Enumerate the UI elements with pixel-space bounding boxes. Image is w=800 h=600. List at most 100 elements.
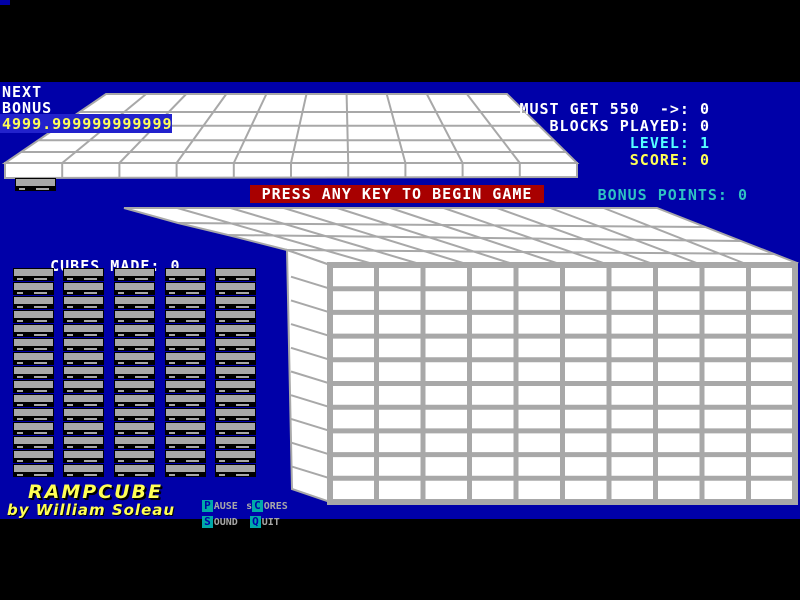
score-line: SCORE: 0 <box>590 135 710 186</box>
brick <box>63 394 104 407</box>
brick <box>215 282 256 295</box>
brick <box>114 282 155 295</box>
game-title: RAMPCUBE <box>28 481 164 503</box>
cube-front-grid-lines <box>330 265 795 502</box>
brick <box>63 282 104 295</box>
brick <box>13 436 54 449</box>
brick <box>63 422 104 435</box>
menu-item-quit[interactable]: Q UIT <box>250 515 280 528</box>
brick <box>13 268 54 281</box>
brick <box>63 338 104 351</box>
brick <box>114 408 155 421</box>
brick <box>114 352 155 365</box>
score-label: SCORE: <box>629 151 690 169</box>
brick <box>215 380 256 393</box>
brick <box>13 352 54 365</box>
brick <box>63 310 104 323</box>
menu-item-pause[interactable]: P AUSE <box>202 499 238 512</box>
brick <box>13 450 54 463</box>
menu-item-sound[interactable]: S OUND <box>202 515 238 528</box>
brick <box>165 380 206 393</box>
brick <box>215 450 256 463</box>
brick <box>114 324 155 337</box>
brick <box>13 296 54 309</box>
brick <box>165 422 206 435</box>
brick <box>63 296 104 309</box>
must-get-label: MUST GET 550 ->: <box>519 100 690 118</box>
brick <box>13 380 54 393</box>
hotkey-s: S <box>202 515 213 528</box>
brick <box>13 422 54 435</box>
brick <box>63 268 104 281</box>
brick <box>114 380 155 393</box>
brick <box>215 366 256 379</box>
brick <box>165 268 206 281</box>
block-stack-column <box>13 268 54 478</box>
brick <box>114 310 155 323</box>
hotkey-q: Q <box>250 515 261 528</box>
must-get-line: MUST GET 550 ->: 0 <box>479 84 710 135</box>
brick <box>165 324 206 337</box>
blocks-played-label: BLOCKS PLAYED: <box>549 117 690 135</box>
next-block-preview <box>15 178 56 192</box>
brick <box>215 296 256 309</box>
brick <box>165 338 206 351</box>
bonus-value: 4999.999999999999 <box>2 115 173 133</box>
menu-item-scores[interactable]: s C ORES <box>246 499 288 512</box>
level-label: LEVEL: <box>629 134 690 152</box>
brick <box>13 282 54 295</box>
game-byline: by William Soleau <box>7 501 176 519</box>
brick <box>215 436 256 449</box>
brick <box>114 436 155 449</box>
must-get-value: 0 <box>699 100 710 118</box>
bonus-points-label: BONUS POINTS: <box>597 186 728 204</box>
brick <box>215 408 256 421</box>
brick <box>114 268 155 281</box>
brick <box>63 324 104 337</box>
brick <box>13 394 54 407</box>
brick <box>215 310 256 323</box>
bonus-value-box: 4999.999999999999 <box>0 114 172 133</box>
brick <box>13 366 54 379</box>
brick <box>215 394 256 407</box>
blocks-played-value: 0 <box>699 117 710 135</box>
brick <box>114 464 155 477</box>
corner-notch <box>0 0 10 5</box>
brick <box>63 436 104 449</box>
level-line: LEVEL: 1 <box>590 118 710 169</box>
brick <box>165 282 206 295</box>
brick <box>165 352 206 365</box>
brick <box>13 338 54 351</box>
brick <box>114 296 155 309</box>
brick <box>114 422 155 435</box>
blocks-played-line: BLOCKS PLAYED: 0 <box>509 101 710 152</box>
block-stack-column <box>114 268 155 478</box>
score-value: 0 <box>699 151 710 169</box>
brick <box>13 464 54 477</box>
brick <box>165 296 206 309</box>
brick <box>114 450 155 463</box>
hotkey-p: P <box>202 499 213 512</box>
cube-surface-lines <box>177 207 775 480</box>
cube-structure <box>123 207 799 505</box>
block-stack-column <box>63 268 104 478</box>
cubes-made-value: 0 <box>170 257 181 275</box>
brick <box>13 310 54 323</box>
brick <box>114 338 155 351</box>
brick <box>215 324 256 337</box>
brick <box>165 366 206 379</box>
brick <box>165 394 206 407</box>
brick <box>63 366 104 379</box>
brick <box>63 380 104 393</box>
next-label: NEXT <box>2 83 43 101</box>
brick <box>114 366 155 379</box>
bonus-points-line: BONUS POINTS: 0 <box>557 170 748 221</box>
brick <box>15 178 56 191</box>
brick <box>165 436 206 449</box>
brick <box>63 408 104 421</box>
brick <box>13 408 54 421</box>
brick <box>165 408 206 421</box>
brick <box>114 394 155 407</box>
